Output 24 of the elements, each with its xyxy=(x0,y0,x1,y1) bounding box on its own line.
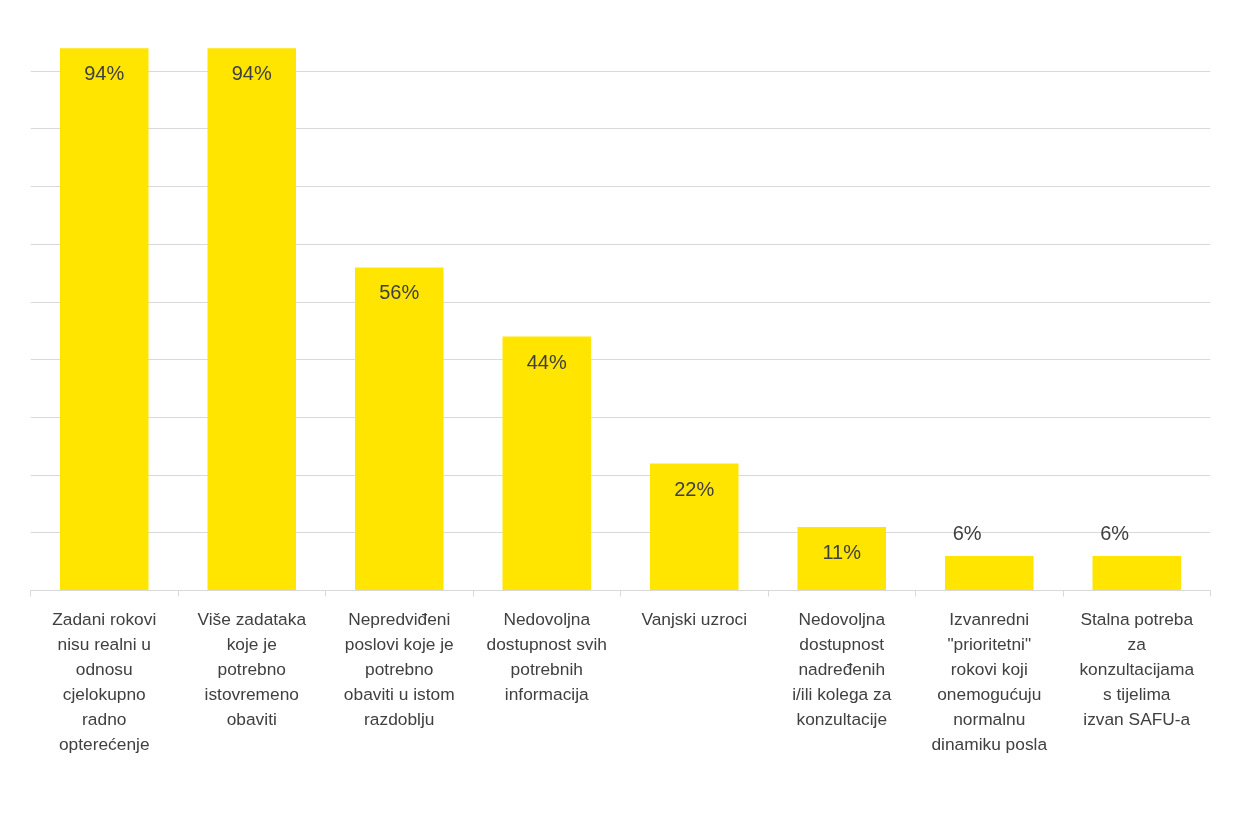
data-label: 94% xyxy=(84,62,125,85)
data-label: 56% xyxy=(379,281,420,304)
x-tick-label: Nedovoljna dostupnost nadređenih i/ili kolega za konzultacije xyxy=(792,608,892,729)
data-label: 94% xyxy=(231,62,272,85)
x-tick-label: Vanjski uzroci xyxy=(641,608,748,629)
x-tick-label: Zadani rokovi nisu realni u odnosu cjelokupno radno opterećenje xyxy=(52,608,157,754)
bar xyxy=(1092,555,1181,591)
data-label: 11% xyxy=(822,541,862,564)
bar xyxy=(502,336,591,591)
x-tick-label: Izvanredni "prioritetni" rokovi koji onemogućuju normalnu dinamiku posla xyxy=(931,608,1048,754)
data-label: 6% xyxy=(1100,521,1130,544)
bar xyxy=(60,48,149,591)
bar xyxy=(207,48,296,591)
bar xyxy=(945,555,1034,591)
x-tick-label: Više zadataka koje je potrebno istovremeno obaviti xyxy=(197,608,307,729)
data-label: 22% xyxy=(674,477,715,500)
bar xyxy=(797,527,886,591)
x-tick-label: Nedovoljna dostupnost svih potrebnih informacija xyxy=(486,608,607,704)
bar xyxy=(355,267,444,591)
x-tick-label: Nepredviđeni poslovi koje je potrebno obaviti u istom razdoblju xyxy=(343,608,455,729)
data-label: 6% xyxy=(952,521,982,544)
x-tick-label: Stalna potreba za konzultacijama s tijelima izvan SAFU-a xyxy=(1079,608,1195,729)
bar xyxy=(650,463,739,591)
data-label: 44% xyxy=(526,350,567,373)
